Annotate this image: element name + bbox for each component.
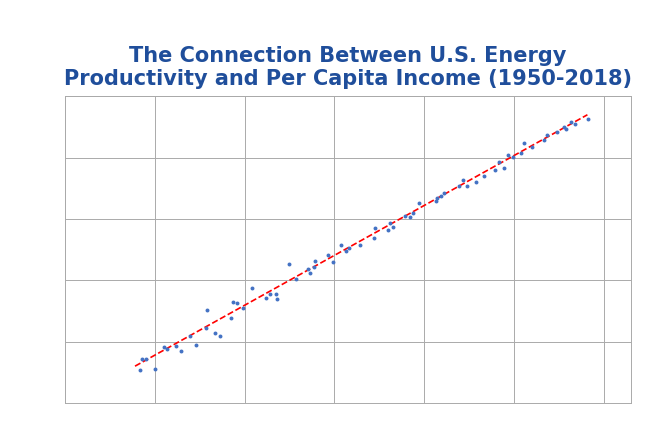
Point [215,332,226,339]
Point [527,143,538,150]
Point [161,346,172,353]
Point [370,224,380,231]
Point [408,209,419,216]
Point [542,131,552,138]
Point [291,276,301,283]
Point [478,172,489,179]
Point [304,265,314,272]
Point [209,329,220,336]
Point [246,285,257,292]
Point [369,234,380,241]
Point [226,314,236,321]
Point [190,341,201,348]
Point [176,348,186,355]
Point [458,177,468,184]
Point [539,137,549,144]
Point [494,159,504,166]
Point [272,295,282,302]
Point [566,118,577,125]
Point [141,355,151,362]
Point [328,259,338,266]
Point [136,356,147,363]
Point [561,125,571,132]
Point [516,149,526,156]
Point [202,307,213,314]
Point [439,189,449,196]
Point [309,264,319,271]
Point [261,295,272,302]
Point [322,251,333,258]
Point [171,343,181,350]
Point [335,242,346,249]
Point [405,214,415,221]
Point [582,115,593,122]
Point [519,139,529,146]
Point [559,124,569,131]
Point [237,305,248,312]
Point [462,183,472,190]
Point [304,269,315,276]
Point [355,241,365,248]
Point [159,343,170,350]
Point [400,212,410,219]
Point [414,200,424,207]
Title: The Connection Between U.S. Energy
Productivity and Per Capita Income (1950-2018: The Connection Between U.S. Energy Produ… [64,46,632,89]
Point [284,261,294,268]
Point [232,300,242,307]
Point [471,179,482,186]
Point [341,247,352,254]
Point [265,290,276,297]
Point [201,325,211,332]
Point [185,332,195,339]
Point [431,198,441,205]
Point [436,193,446,200]
Point [135,366,145,373]
Point [227,299,238,306]
Point [150,365,160,372]
Point [432,194,443,201]
Point [344,244,355,251]
Point [570,120,580,127]
Point [502,152,513,159]
Point [384,220,395,227]
Point [382,226,393,233]
Point [490,166,501,173]
Point [454,183,464,190]
Point [552,129,562,136]
Point [271,291,281,298]
Point [508,154,519,161]
Point [499,164,509,171]
Point [388,224,398,231]
Point [310,257,320,264]
